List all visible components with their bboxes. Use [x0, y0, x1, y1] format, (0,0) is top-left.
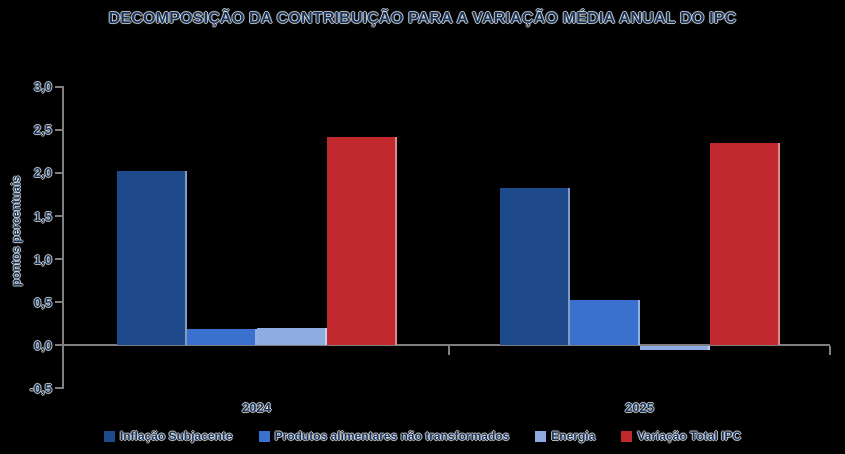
category-label: 2024 [242, 400, 271, 415]
y-tick-label: 1,5 [33, 208, 52, 224]
legend-item-2: Energia [535, 429, 595, 443]
y-tick-label: 1,0 [33, 251, 52, 267]
y-tick-label: 2,0 [33, 165, 52, 181]
y-tick-label: 3,0 [33, 79, 52, 95]
category-label: 2025 [625, 400, 654, 415]
y-tick [55, 171, 62, 174]
legend-swatch [103, 430, 115, 442]
bar-2024-series-3 [326, 136, 397, 346]
y-tick [55, 258, 62, 261]
legend-label: Energia [551, 429, 596, 443]
y-tick [55, 128, 62, 131]
legend-swatch [621, 430, 633, 442]
bar-2025-series-0 [499, 187, 570, 346]
legend-item-3: Variação Total IPC [621, 429, 741, 443]
y-tick [55, 387, 62, 390]
legend-swatch [258, 430, 270, 442]
bar-2025-series-2 [639, 346, 710, 350]
y-tick-label: 0,0 [33, 337, 52, 353]
legend-item-0: Inflação Subjacente [103, 429, 233, 443]
bar-2024-series-2 [256, 328, 327, 346]
y-tick [55, 344, 62, 347]
y-tick-label: 0,5 [33, 294, 52, 310]
legend-label: Variação Total IPC [637, 429, 742, 443]
bar-2024-series-1 [186, 328, 257, 346]
legend: Inflação Subjacente Produtos alimentares … [0, 429, 845, 443]
y-tick [55, 85, 62, 88]
y-tick [55, 215, 62, 217]
x-axis-zero-line [62, 344, 830, 347]
bar-2024-series-0 [116, 171, 187, 346]
legend-label: Inflação Subjacente [119, 429, 233, 443]
legend-swatch [535, 430, 547, 442]
y-tick-label: 2,5 [33, 122, 52, 138]
legend-item-1: Produtos alimentares não transformados [258, 429, 510, 443]
y-tick-label: -0,5 [29, 380, 52, 396]
legend-label: Produtos alimentares não transformados [274, 429, 510, 443]
x-axis-tick [829, 346, 831, 355]
bar-2025-series-3 [709, 142, 780, 346]
x-axis-tick [448, 346, 450, 355]
chart-title: DECOMPOSIÇÃO DA CONTRIBUIÇÃO PARA A VARI… [108, 10, 737, 27]
y-axis-line [62, 85, 64, 389]
y-tick [55, 301, 62, 304]
bar-2025-series-1 [569, 300, 640, 346]
y-axis-label: pontos percentuais [9, 175, 23, 287]
